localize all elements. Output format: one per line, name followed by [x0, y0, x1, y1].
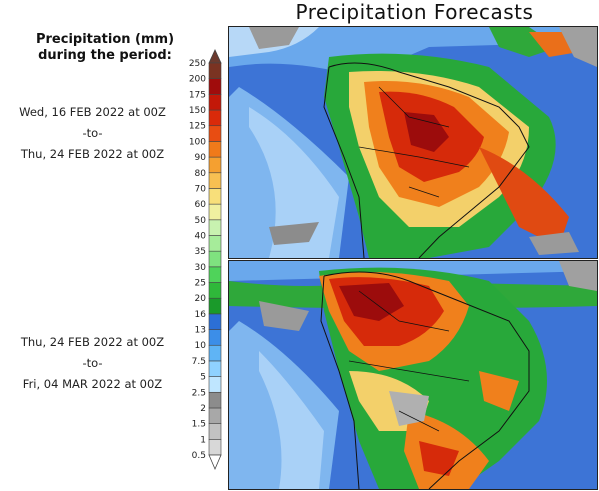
colorbar-tick-label: 0.5 — [192, 451, 206, 461]
colorbar-segment — [208, 376, 222, 393]
colorbar-tick-label: 150 — [189, 106, 206, 116]
colorbar-tick-label: 125 — [189, 122, 206, 132]
colorbar-tick-label: 5 — [200, 373, 206, 383]
colorbar-segment — [208, 235, 222, 252]
colorbar-segment — [208, 266, 222, 283]
colorbar-segment — [208, 391, 222, 409]
legend-subtitle-line1: Precipitation (mm) — [35, 32, 175, 47]
colorbar-segment — [208, 423, 222, 440]
period-1-to: Thu, 24 FEB 2022 at 00Z — [20, 147, 165, 161]
colorbar-tick-label: 16 — [195, 310, 207, 320]
colorbar-segment — [208, 439, 222, 456]
colorbar-segment — [208, 62, 222, 79]
colorbar-segment — [208, 203, 222, 221]
colorbar-tick-label: 2 — [200, 404, 206, 414]
colorbar-segment — [208, 109, 222, 127]
colorbar-segment — [208, 313, 222, 330]
colorbar-segment — [208, 344, 222, 362]
period-1-separator: -to- — [82, 126, 103, 140]
colorbar-tick-label: 40 — [195, 231, 207, 241]
colorbar-segment — [208, 141, 222, 158]
period-1-from: Wed, 16 FEB 2022 at 00Z — [19, 105, 166, 119]
colorbar-tick-label: 35 — [195, 247, 206, 257]
colorbar-tick-label: 70 — [195, 184, 207, 194]
colorbar-segment — [208, 188, 222, 205]
colorbar-segment — [208, 297, 222, 315]
colorbar-tick-label: 7.5 — [192, 357, 206, 367]
map-panel-period-1 — [228, 26, 598, 259]
colorbar-tick-label: 1 — [200, 435, 206, 445]
colorbar-segment — [208, 94, 222, 111]
colorbar-segment — [208, 78, 222, 95]
period-2-label: Thu, 24 FEB 2022 at 00Z -to- Fri, 04 MAR… — [0, 332, 185, 395]
period-2-from: Thu, 24 FEB 2022 at 00Z — [20, 335, 165, 349]
colorbar-tick-label: 13 — [195, 326, 206, 336]
colorbar-tick-label: 50 — [195, 216, 207, 226]
colorbar-tick-label: 250 — [189, 59, 206, 69]
colorbar-segment — [208, 219, 222, 236]
colorbar-tick-label: 2.5 — [192, 388, 206, 398]
colorbar-min-arrow — [208, 454, 222, 471]
period-2-separator: -to- — [82, 356, 103, 370]
colorbar-segment — [208, 156, 222, 174]
colorbar-tick-label: 90 — [195, 153, 207, 163]
colorbar-tick-label: 100 — [189, 137, 206, 147]
colorbar-segment — [208, 282, 222, 299]
colorbar-tick-label: 20 — [195, 294, 207, 304]
colorbar-tick-label: 200 — [189, 75, 206, 85]
map-panel-period-2 — [228, 260, 598, 490]
colorbar-tick-label: 30 — [195, 263, 207, 273]
colorbar-segment — [208, 329, 222, 346]
chart-title: Precipitation Forecasts — [295, 0, 534, 24]
colorbar-tick-label: 25 — [195, 279, 206, 289]
precipitation-map-1 — [229, 27, 597, 258]
colorbar-tick-label: 10 — [195, 341, 207, 351]
legend-subtitle-line2: during the period: — [38, 48, 172, 63]
colorbar-segment — [208, 250, 222, 268]
legend-subtitle: Precipitation (mm) during the period: — [0, 32, 210, 64]
colorbar-max-arrow — [208, 49, 222, 64]
period-2-to: Fri, 04 MAR 2022 at 00Z — [22, 377, 163, 391]
colorbar-tick-label: 60 — [195, 200, 207, 210]
colorbar-tick-label: 175 — [189, 90, 206, 100]
colorbar-tick-label: 80 — [195, 169, 207, 179]
colorbar-segment — [208, 407, 222, 424]
precipitation-map-2 — [229, 261, 597, 489]
colorbar-tick-label: 1.5 — [192, 420, 206, 430]
period-1-label: Wed, 16 FEB 2022 at 00Z -to- Thu, 24 FEB… — [0, 102, 185, 165]
colorbar-segment — [208, 172, 222, 189]
colorbar-segment — [208, 125, 222, 142]
colorbar-segment — [208, 360, 222, 377]
